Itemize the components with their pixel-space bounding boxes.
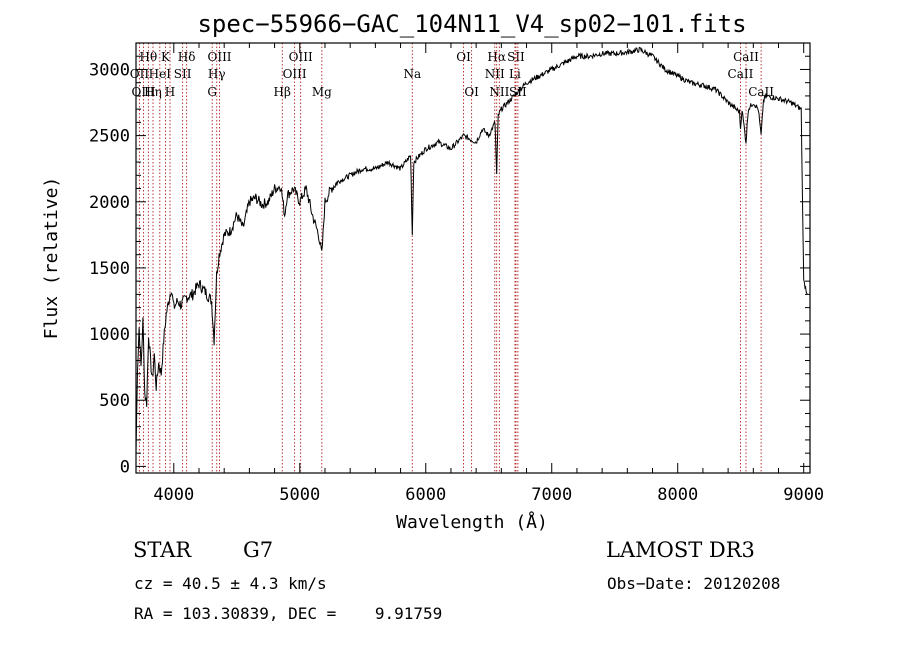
spectral-line-label: Na — [403, 67, 421, 81]
spectral-line-label: OIII — [207, 50, 231, 64]
spectral-line-label: Mg — [312, 85, 332, 99]
x-tick-label: 4000 — [153, 485, 194, 505]
spectral-line-label: OII — [130, 67, 150, 81]
spectral-line-label: Hγ — [208, 67, 226, 81]
spectral-line-label: CaII — [728, 67, 754, 81]
y-axis-label: Flux (relative) — [41, 177, 62, 340]
x-tick-label: 7000 — [531, 485, 572, 505]
y-tick-label: 2000 — [89, 193, 130, 213]
x-tick-label: 8000 — [657, 485, 698, 505]
spectral-line-label: Hθ — [139, 50, 157, 64]
spectral-line-label: SII — [174, 67, 192, 81]
spectral-line-label: OI — [464, 85, 479, 99]
object-class: STAR — [133, 538, 192, 562]
coordinates: RA = 103.30839, DEC = 9.91759 — [134, 604, 443, 623]
survey-name: LAMOST DR3 — [606, 538, 755, 562]
y-tick-label: 1500 — [89, 259, 130, 279]
object-subclass: G7 — [243, 538, 274, 562]
spectral-line-label: H — [165, 85, 175, 99]
spectral-line-label: Hδ — [178, 50, 196, 64]
x-tick-label: 6000 — [405, 485, 446, 505]
spectral-line-label: Hα — [487, 50, 506, 64]
y-tick-label: 0 — [120, 457, 130, 477]
x-tick-label: 9000 — [783, 485, 824, 505]
chart-title: spec−55966−GAC_104N11_V4_sp02−101.fits — [197, 10, 746, 38]
redshift-cz: cz = 40.5 ± 4.3 km/s — [134, 574, 327, 593]
observation-date: Obs−Date: 20120208 — [607, 574, 781, 593]
spectral-line-label: OIII — [289, 50, 313, 64]
spectrum-line — [135, 46, 808, 454]
x-tick-label: 5000 — [279, 485, 320, 505]
spectral-line-label: Hβ — [274, 85, 291, 99]
axis-ticks-layer: 4000 5000 6000 7000 8000 9000 0 500 1000 1500 2000… — [89, 43, 824, 505]
y-tick-label: 2500 — [89, 127, 130, 147]
spectral-line-label: OI — [456, 50, 471, 64]
x-axis-label: Wavelength (Å) — [396, 511, 548, 533]
spectral-line-label: HeI — [149, 67, 172, 81]
spectral-line-label: NII — [485, 67, 505, 81]
spectral-line-label: K — [161, 50, 171, 64]
spectral-line-label: CaII — [733, 50, 759, 64]
spectral-line-label: G — [207, 85, 217, 99]
plot-frame — [135, 42, 811, 474]
spectral-line-label: SII — [507, 50, 525, 64]
y-tick-label: 1000 — [89, 325, 130, 345]
y-tick-label: 3000 — [89, 60, 130, 80]
y-tick-label: 500 — [99, 391, 130, 411]
spectral-line-label: Hη — [144, 85, 162, 99]
spectral-line-label: Li — [509, 67, 521, 81]
series-layer — [135, 46, 808, 454]
spectral-line-label: OIII — [283, 67, 307, 81]
spectral-line-label: NII — [489, 85, 509, 99]
